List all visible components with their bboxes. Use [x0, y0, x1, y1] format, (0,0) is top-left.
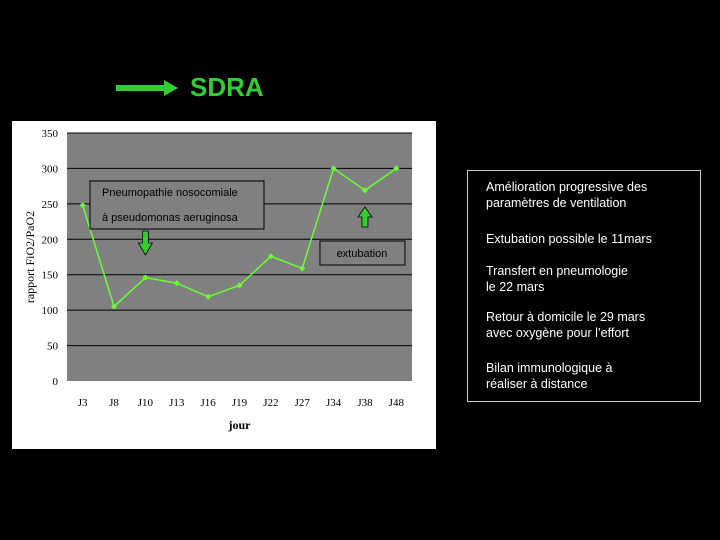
annotation-label: extubation: [337, 248, 388, 260]
x-tick-label: J19: [232, 397, 248, 409]
y-tick-label: 150: [42, 270, 59, 282]
info-box: Amélioration progressive des paramètres …: [467, 170, 701, 402]
data-point: [111, 303, 118, 310]
data-point: [393, 165, 400, 172]
line-chart: 0 50 100 150 200 250 300 350 J3 J8 J10 J13 J16 J19 J22…: [23, 128, 412, 432]
title-arrow-icon: [116, 80, 178, 96]
info-item-extubation: Extubation possible le 11mars: [486, 232, 652, 246]
y-tick-label: 300: [42, 163, 59, 175]
data-point: [361, 187, 368, 194]
data-point: [267, 253, 274, 260]
slide-title: SDRA: [190, 72, 264, 102]
data-point: [142, 274, 149, 281]
x-tick-label: J3: [78, 397, 88, 409]
data-point: [330, 165, 337, 172]
x-tick-label: J16: [200, 397, 216, 409]
info-item-home: Retour à domicile le 29 mars avec oxygèn…: [486, 310, 646, 340]
data-point: [205, 293, 212, 300]
info-item-transfer: Transfert en pneumologie le 22 mars: [486, 264, 628, 294]
info-item-ventilation: Amélioration progressive des paramètres …: [486, 180, 648, 210]
y-tick-label: 250: [42, 199, 59, 211]
annotation-box: [319, 240, 406, 266]
data-point: [173, 280, 180, 287]
info-item-immunology: Bilan immunologique à réaliser à distanc…: [486, 361, 613, 391]
x-axis-title: jour: [228, 418, 252, 432]
x-tick-label: J13: [169, 397, 185, 409]
y-tick-label: 100: [42, 305, 59, 317]
x-tick-label: J27: [295, 397, 311, 409]
x-tick-label: J34: [326, 397, 342, 409]
annotation-label: à pseudomonas aeruginosa: [102, 212, 239, 224]
data-point: [79, 202, 86, 209]
y-tick-label: 200: [42, 234, 59, 246]
x-tick-label: J48: [389, 397, 405, 409]
data-point: [299, 265, 306, 272]
y-tick-label: 350: [42, 128, 59, 140]
y-tick-label: 50: [47, 341, 59, 353]
arrow-up-icon: [357, 206, 373, 228]
x-tick-label: J22: [263, 397, 278, 409]
chart-panel: 0 50 100 150 200 250 300 350 J3 J8 J10 J13 J16 J19 J22…: [12, 121, 436, 449]
y-tick-label: 0: [53, 376, 59, 388]
x-tick-label: J38: [357, 397, 373, 409]
arrow-down-icon: [137, 230, 154, 256]
data-point: [236, 282, 243, 289]
annotation-box: [89, 180, 265, 230]
annotation-label: Pneumopathie nosocomiale: [102, 187, 238, 199]
x-tick-label: J8: [109, 397, 119, 409]
y-axis-title: rapport FiO2/PaO2: [23, 211, 37, 303]
x-tick-label: J10: [138, 397, 154, 409]
